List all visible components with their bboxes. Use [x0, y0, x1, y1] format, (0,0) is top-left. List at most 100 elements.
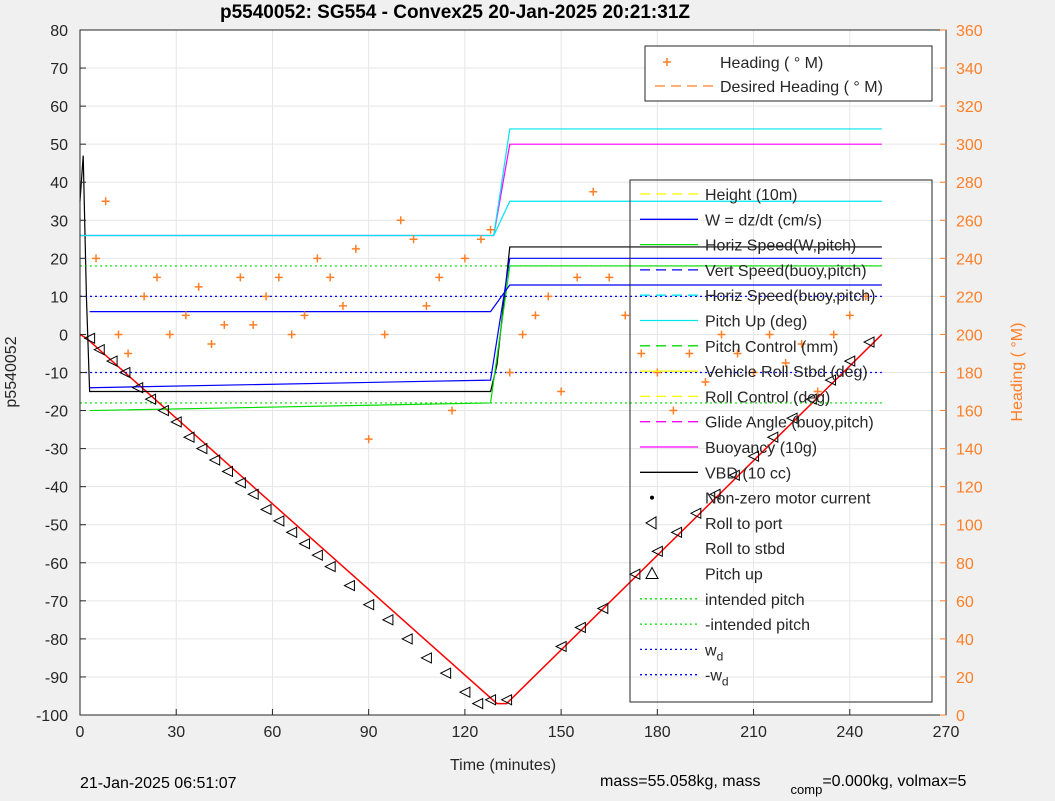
legend-main-label: W = dz/dt (cm/s)	[705, 212, 822, 229]
legend-main-label: Pitch Control (mm)	[705, 339, 838, 356]
y-right-tick-label: 60	[956, 594, 974, 611]
legend-swatch	[663, 58, 671, 66]
heading-point	[435, 273, 444, 282]
heading-point	[701, 378, 710, 387]
roll-port-marker	[554, 640, 567, 653]
roll-port-marker	[311, 549, 323, 561]
y-tick-label: -100	[36, 708, 68, 725]
heading-point	[300, 311, 309, 320]
y-tick-label: -70	[45, 594, 68, 611]
legend-main-label: Height (10m)	[705, 187, 797, 204]
legend-main-label: Pitch up	[705, 567, 763, 584]
series-line-3	[80, 200, 882, 237]
y-right-tick-label: 40	[956, 632, 974, 649]
legend-main-label: Roll to stbd	[705, 541, 785, 558]
legend-main-label: Pitch Up (deg)	[705, 314, 807, 331]
heading-point	[287, 330, 296, 339]
heading-point	[220, 320, 229, 329]
heading-point	[140, 292, 149, 301]
heading-point	[861, 292, 870, 301]
heading-point	[274, 273, 283, 282]
heading-point	[339, 301, 348, 310]
y-tick-label: 0	[59, 327, 68, 344]
series-layer	[79, 128, 883, 705]
heading-point	[589, 187, 598, 196]
y-right-tick-label: 180	[956, 366, 983, 383]
roll-port-marker	[157, 404, 169, 417]
heading-point	[845, 311, 854, 320]
roll-port-marker	[484, 693, 497, 706]
y-axis-right: 0 20 40 60 80 100 120 140 160 180 200 220 240 260 280 3…	[940, 23, 983, 725]
heading-point	[460, 254, 469, 263]
heading-point	[181, 311, 190, 320]
roll-port-marker	[195, 442, 208, 455]
series-line-4	[493, 128, 882, 236]
roll-port-marker	[259, 503, 272, 516]
y-axis-label: p5540052	[3, 336, 20, 407]
heading-point	[409, 235, 418, 244]
heading-point	[669, 406, 678, 415]
y-tick-label: -80	[45, 632, 68, 649]
heading-point	[326, 273, 335, 282]
legend-heading: Heading ( ° M) Desired Heading ( ° M)	[644, 45, 933, 102]
legend-main-label: intended pitch	[705, 592, 805, 609]
legend-main-label: Vert Speed(buoy,pitch)	[705, 263, 867, 280]
heading-point	[505, 368, 514, 377]
roll-port-marker	[131, 381, 144, 394]
heading-point	[448, 406, 457, 415]
roll-port-marker	[298, 537, 311, 550]
heading-point	[396, 216, 405, 225]
chart-title: p5540052: SG554 - Convex25 20-Jan-2025 2…	[220, 2, 690, 23]
y-right-tick-label: 100	[956, 518, 983, 535]
y-axis-left: -100-90-80-70-60-50-40-30-20-10010203040…	[36, 23, 86, 725]
series-line-0	[79, 333, 883, 705]
roll-port-marker	[708, 488, 721, 501]
legend-swatch	[650, 495, 654, 500]
y-right-tick-label: 160	[956, 404, 983, 421]
x-tick-label: 210	[740, 724, 767, 741]
legend-main-label: Vehicle Roll Stbd (deg)	[705, 364, 868, 381]
legend-heading-label: Desired Heading ( ° M)	[720, 79, 883, 96]
heading-point	[422, 301, 431, 310]
roll-port-marker	[221, 465, 234, 478]
y-tick-label: 60	[50, 99, 68, 116]
legend-main-label: Horiz Speed(buoy,pitch)	[705, 288, 875, 305]
roll-port-marker	[747, 450, 760, 463]
heading-point	[557, 387, 566, 396]
roll-port-marker	[843, 355, 856, 367]
legend-main-label: Horiz Speed(W,pitch)	[705, 238, 856, 255]
x-tick-label: 120	[452, 724, 479, 741]
roll-port-marker	[420, 652, 432, 664]
y-right-tick-label: 320	[956, 99, 983, 116]
roll-port-marker	[208, 454, 221, 466]
roll-port-marker	[234, 477, 246, 489]
legend-main-label: -intended pitch	[705, 617, 810, 634]
legend-main: Height (10m) W = dz/dt (cm/s) Horiz Speed(…	[629, 179, 933, 703]
x-tick-label: 180	[644, 724, 671, 741]
x-tick-label: 150	[548, 724, 575, 741]
series-line-7	[89, 284, 882, 313]
heading-point	[114, 330, 123, 339]
footer-mass: mass=55.058kg, mass comp=0.000kg, volmax=…	[600, 773, 967, 797]
x-tick-label: 240	[836, 724, 863, 741]
roll-port-marker	[458, 686, 471, 698]
roll-port-marker	[105, 355, 118, 367]
roll-port-marker	[439, 667, 452, 679]
y-right-tick-label: 280	[956, 175, 983, 192]
roll-port-marker	[381, 614, 394, 626]
y-tick-label: -20	[45, 404, 68, 421]
roll-port-marker	[362, 598, 375, 611]
y-right-tick-label: 360	[956, 23, 983, 40]
heading-point	[380, 330, 389, 339]
legend-heading-box	[644, 45, 933, 102]
y-tick-label: -40	[45, 480, 68, 497]
heading-point	[351, 244, 360, 253]
x-tick-label: 90	[360, 724, 378, 741]
roll-port-marker	[93, 343, 105, 356]
roll-port-marker	[785, 412, 798, 424]
legend-heading-label: Heading ( ° M)	[720, 55, 823, 72]
y-right-tick-label: 340	[956, 61, 983, 78]
y-tick-label: -50	[45, 518, 68, 535]
y-right-tick-label: 260	[956, 213, 983, 230]
y-tick-label: -30	[45, 442, 68, 459]
